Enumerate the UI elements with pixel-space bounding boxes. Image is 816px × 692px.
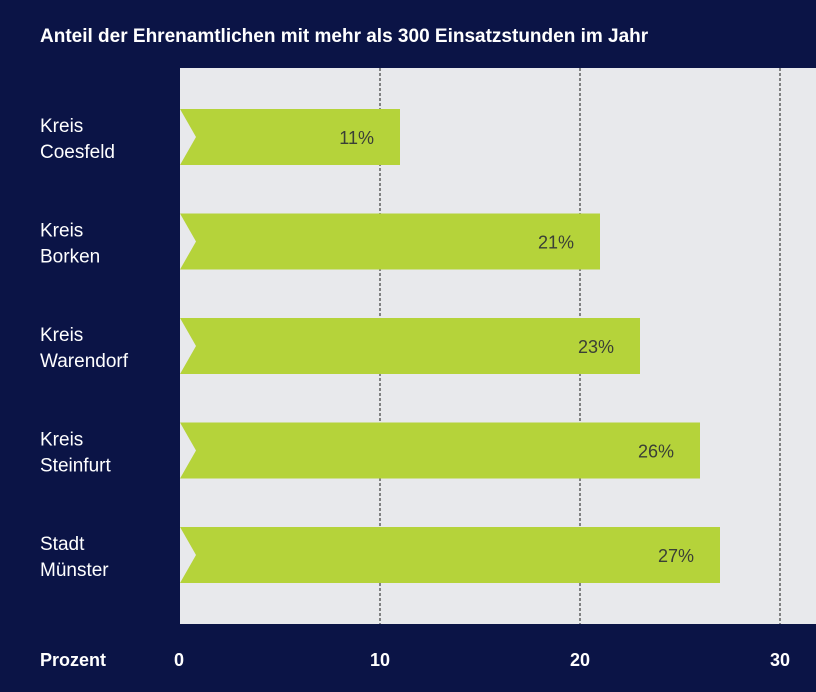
- x-tick-label-30: 30: [770, 650, 790, 670]
- bars: 11% 21% 23% 26% 27%: [180, 109, 720, 583]
- category-label-3-line-1: Steinfurt: [40, 456, 111, 477]
- value-label-1: 21%: [538, 233, 574, 253]
- value-label-3: 26%: [638, 442, 674, 462]
- category-label-3-line-0: Kreis: [40, 430, 83, 451]
- category-label-2-line-1: Warendorf: [40, 351, 129, 372]
- bar-2: [180, 318, 640, 374]
- bar-3: [180, 422, 700, 479]
- category-label-1: Kreis Borken: [40, 221, 100, 268]
- category-label-4-line-1: Münster: [40, 560, 109, 581]
- category-label-1-line-0: Kreis: [40, 221, 83, 242]
- x-axis-ticks: 0 10 20 30: [174, 650, 790, 670]
- x-tick-label-0: 0: [174, 650, 184, 670]
- chart-title: Anteil der Ehrenamtlichen mit mehr als 3…: [40, 26, 649, 47]
- category-label-0-line-1: Coesfeld: [40, 142, 115, 163]
- bar-4: [180, 527, 720, 583]
- x-tick-label-10: 10: [370, 650, 390, 670]
- value-label-2: 23%: [578, 337, 614, 357]
- value-label-0: 11%: [339, 128, 374, 148]
- x-tick-label-20: 20: [570, 650, 590, 670]
- category-label-3: Kreis Steinfurt: [40, 430, 111, 477]
- category-label-4: Stadt Münster: [40, 534, 109, 581]
- value-label-4: 27%: [658, 546, 694, 566]
- bar-1: [180, 213, 600, 270]
- category-label-4-line-0: Stadt: [40, 534, 85, 555]
- category-label-1-line-1: Borken: [40, 247, 100, 268]
- category-label-0: Kreis Coesfeld: [40, 116, 115, 163]
- category-label-2-line-0: Kreis: [40, 325, 83, 346]
- category-label-0-line-0: Kreis: [40, 116, 83, 137]
- category-label-2: Kreis Warendorf: [40, 325, 129, 372]
- bar-0: [180, 109, 400, 165]
- x-axis-title: Prozent: [40, 650, 106, 670]
